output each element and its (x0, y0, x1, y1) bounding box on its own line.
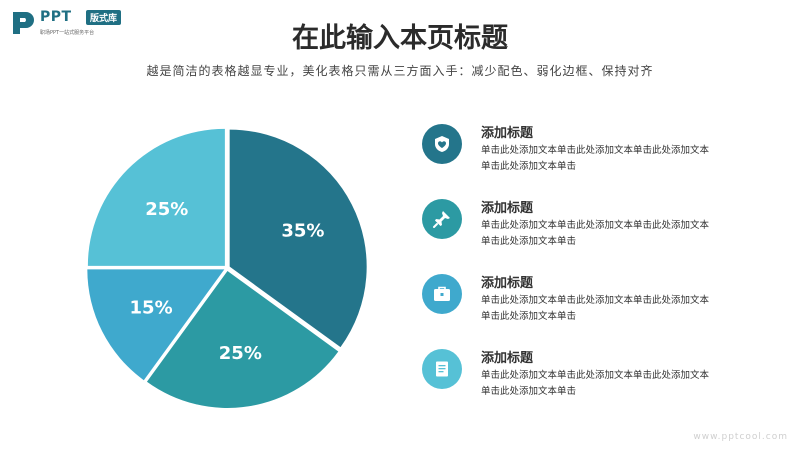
logo-wordmark: PPT (40, 9, 72, 25)
item-title: 添加标题 (481, 201, 534, 216)
pie-chart: 35% 25% 15% 25% (87, 128, 367, 408)
list-item-2: 添加标题 单击此处添加文本单击此处添加文本单击此处添加文本单击此处添加文本单击 (422, 197, 742, 257)
item-title: 添加标题 (481, 126, 534, 141)
list-item-4: 添加标题 单击此处添加文本单击此处添加文本单击此处添加文本单击此处添加文本单击 (422, 347, 742, 407)
list-item-3: 添加标题 单击此处添加文本单击此处添加文本单击此处添加文本单击此处添加文本单击 (422, 272, 742, 332)
pushpin-icon (422, 199, 462, 239)
logo-badge: 版式库 (86, 10, 122, 25)
slice-15-percent (87, 269, 225, 381)
pie-slice-label: 35% (281, 220, 324, 241)
page-subtitle: 越是简洁的表格越显专业，美化表格只需从三方面入手：减少配色、弱化边框、保持对齐 (146, 64, 654, 78)
item-title: 添加标题 (481, 351, 534, 366)
list-item-1: 添加标题 单击此处添加文本单击此处添加文本单击此处添加文本单击此处添加文本单击 (422, 122, 742, 182)
ppt-logo-icon (13, 12, 34, 34)
item-description: 单击此处添加文本单击此处添加文本单击此处添加文本单击此处添加文本单击 (481, 220, 710, 247)
logo: PPT 版式库 职场PPT一站式服务平台 (10, 8, 160, 38)
page-title: 在此输入本页标题 (292, 23, 508, 54)
heart-shield-icon (422, 124, 462, 164)
slice-25-percent-bottom (146, 270, 339, 408)
item-title: 添加标题 (481, 276, 534, 291)
document-icon (422, 349, 462, 389)
slice-35-percent (229, 129, 367, 348)
pie-slice-label: 25% (145, 199, 188, 220)
pie-slice-label: 15% (130, 298, 173, 319)
item-description: 单击此处添加文本单击此处添加文本单击此处添加文本单击此处添加文本单击 (481, 370, 710, 397)
pie-slice-label: 25% (219, 343, 262, 364)
briefcase-icon (422, 274, 462, 314)
slice-25-percent-top (87, 128, 225, 266)
watermark: www.pptcool.com (693, 432, 788, 442)
item-description: 单击此处添加文本单击此处添加文本单击此处添加文本单击此处添加文本单击 (481, 295, 710, 322)
item-description: 单击此处添加文本单击此处添加文本单击此处添加文本单击此处添加文本单击 (481, 145, 710, 172)
logo-tagline: 职场PPT一站式服务平台 (40, 30, 95, 36)
